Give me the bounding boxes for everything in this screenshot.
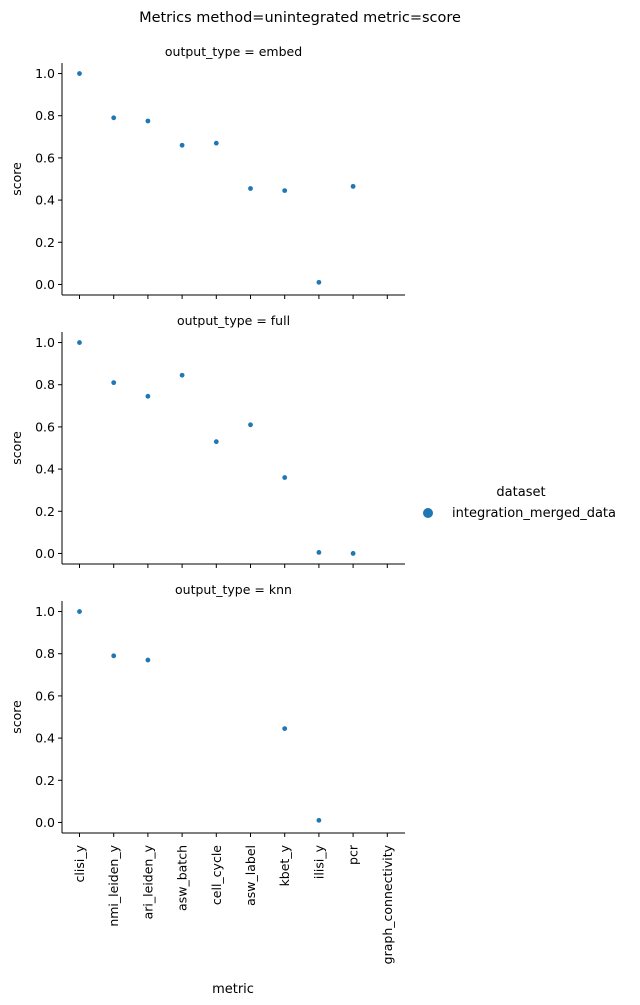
y-tick-label: 0.0	[35, 546, 55, 561]
data-point	[145, 393, 151, 399]
data-point	[316, 550, 322, 555]
facet-panel-1: output_type = embed 0.0 0.2 0.4 0.6 0.8 1.0 sco…	[9, 44, 405, 299]
x-tick-label: clisi_y	[72, 844, 87, 882]
legend-marker	[423, 508, 433, 518]
panel-title: output_type = knn	[175, 582, 292, 597]
y-tick-label: 1.0	[35, 66, 55, 81]
y-tick-label: 0.2	[35, 235, 55, 250]
y-tick-label: 1.0	[35, 604, 55, 619]
panel-title: output_type = embed	[165, 44, 302, 59]
data-point	[179, 142, 185, 148]
data-point	[282, 188, 288, 194]
data-point	[248, 422, 253, 428]
data-point	[77, 609, 82, 614]
data-point	[316, 279, 322, 285]
x-tick-label: ilisi_y	[311, 844, 326, 879]
data-point	[282, 475, 288, 480]
data-point	[179, 372, 185, 378]
y-tick-label: 0.4	[35, 193, 55, 208]
legend-title: dataset	[496, 485, 545, 500]
y-tick-label: 0.2	[35, 773, 55, 788]
y-tick-label: 0.0	[35, 815, 55, 830]
legend-label: integration_merged_data	[452, 506, 616, 521]
legend: dataset integration_merged_data	[423, 485, 616, 521]
x-tick-label: ari_leiden_y	[140, 844, 155, 919]
data-point	[77, 71, 82, 76]
y-axis-label: score	[9, 700, 24, 734]
x-tick-label: asw_label	[243, 845, 258, 906]
data-point	[350, 183, 356, 189]
data-point	[111, 115, 117, 121]
data-point	[350, 551, 356, 556]
x-axis-label: metric	[212, 982, 254, 997]
data-point	[282, 726, 288, 731]
data-point	[145, 657, 151, 663]
y-tick-label: 0.4	[35, 731, 55, 746]
y-tick-label: 0.4	[35, 462, 55, 477]
y-tick-label: 0.8	[35, 377, 55, 392]
y-axis-label: score	[9, 162, 24, 196]
y-tick-label: 0.6	[35, 150, 55, 165]
facet-panels: output_type = embed 0.0 0.2 0.4 0.6 0.8 1.0 sco…	[9, 44, 405, 964]
y-tick-label: 0.8	[35, 646, 55, 661]
y-tick-label: 0.6	[35, 688, 55, 703]
data-point	[145, 118, 151, 124]
y-axis-label: score	[9, 431, 24, 465]
x-tick-label: nmi_leiden_y	[106, 844, 121, 926]
x-tick-label: graph_connectivity	[380, 844, 395, 964]
x-tick-label: pcr	[346, 844, 361, 865]
y-tick-label: 0.8	[35, 108, 55, 123]
y-tick-label: 0.0	[35, 277, 55, 292]
y-tick-label: 0.2	[35, 504, 55, 519]
y-tick-label: 1.0	[35, 335, 55, 350]
facet-panel-2: output_type = full 0.0 0.2 0.4 0.6 0.8 1.0 scor…	[9, 313, 405, 568]
x-tick-label: cell_cycle	[209, 845, 224, 905]
data-point	[213, 439, 219, 445]
chart-title: Metrics method=unintegrated metric=score	[139, 10, 461, 26]
data-point	[213, 140, 219, 146]
data-point	[111, 653, 117, 659]
x-tick-label: asw_batch	[175, 845, 190, 911]
data-point	[77, 340, 82, 345]
data-point	[248, 186, 253, 191]
data-point	[316, 817, 322, 823]
x-tick-label: kbet_y	[277, 844, 292, 886]
panel-title: output_type = full	[177, 313, 290, 328]
facet-panel-3: output_type = knn 0.0 0.2 0.4 0.6 0.8 1.0 score…	[9, 582, 405, 964]
data-point	[111, 380, 117, 386]
y-tick-label: 0.6	[35, 419, 55, 434]
